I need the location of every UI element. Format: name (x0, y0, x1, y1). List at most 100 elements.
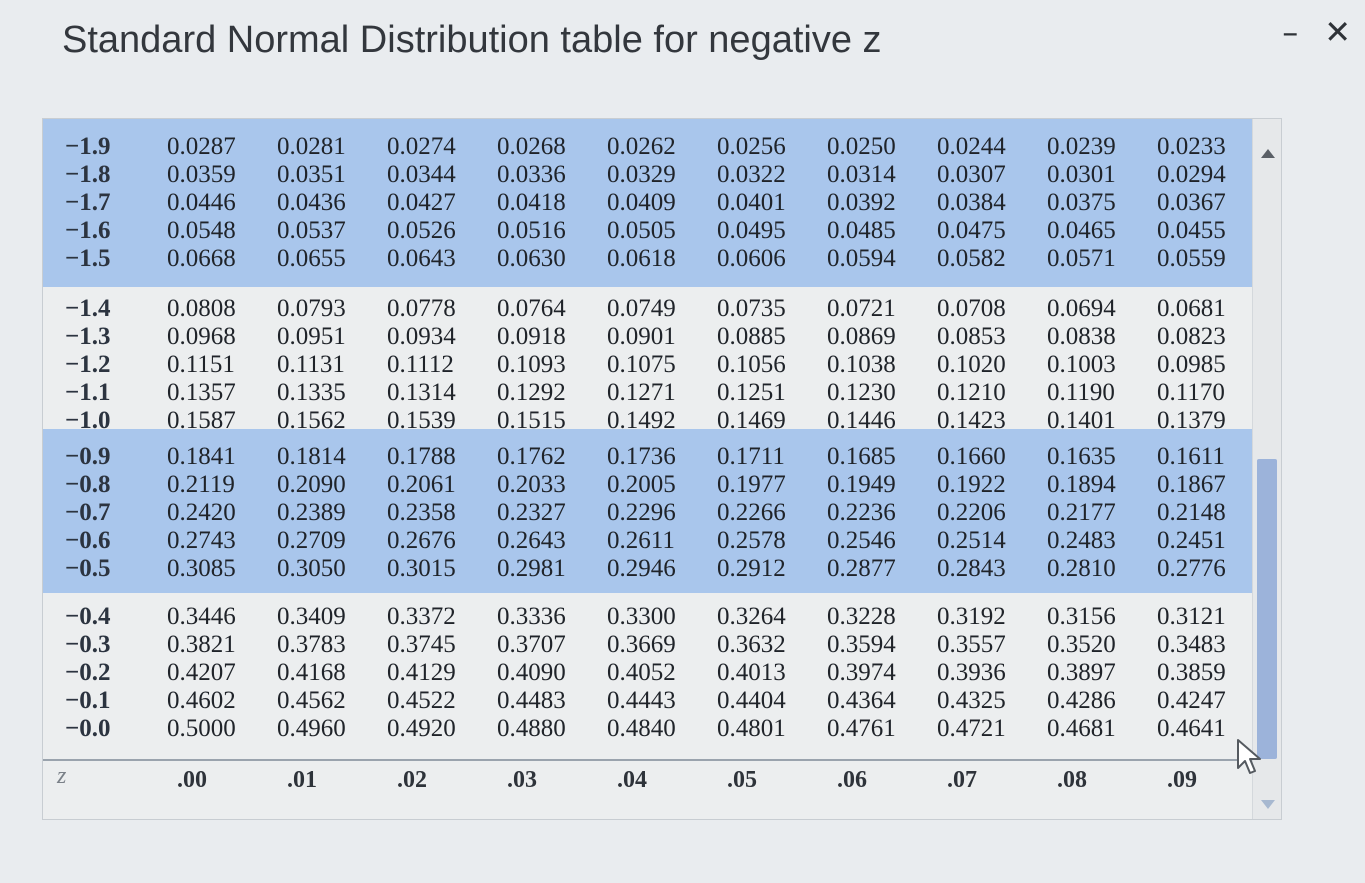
probability-cell: 0.0274 (387, 133, 456, 160)
column-header: .09 (1167, 767, 1197, 793)
z-value-cell: −0.9 (65, 443, 111, 470)
probability-cell: 0.0475 (937, 217, 1006, 244)
probability-cell: 0.1562 (277, 407, 346, 434)
probability-cell: 0.1112 (387, 351, 454, 378)
close-button[interactable]: ✕ (1324, 13, 1351, 51)
probability-cell: 0.2296 (607, 499, 676, 526)
probability-cell: 0.2389 (277, 499, 346, 526)
scroll-thumb[interactable] (1257, 459, 1277, 759)
probability-cell: 0.2266 (717, 499, 786, 526)
column-header: .06 (837, 767, 867, 793)
probability-cell: 0.0418 (497, 189, 566, 216)
table-row: −0.1 0.4602 0.4562 0.4522 0.4483 0.4443 0.4404… (43, 687, 1253, 715)
probability-cell: 0.3745 (387, 631, 456, 658)
probability-cell: 0.0465 (1047, 217, 1116, 244)
table-row: −0.7 0.2420 0.2389 0.2358 0.2327 0.2296 0.2266… (43, 499, 1253, 527)
scroll-down-arrow-icon[interactable] (1261, 800, 1275, 809)
probability-cell: 0.0287 (167, 133, 236, 160)
scroll-up-arrow-icon[interactable] (1261, 149, 1275, 158)
probability-cell: 0.4801 (717, 715, 786, 742)
probability-cell: 0.1446 (827, 407, 896, 434)
z-header: z (57, 763, 67, 789)
probability-cell: 0.0250 (827, 133, 896, 160)
probability-cell: 0.0256 (717, 133, 786, 160)
probability-cell: 0.0749 (607, 295, 676, 322)
z-value-cell: −0.5 (65, 555, 111, 582)
probability-cell: 0.4960 (277, 715, 346, 742)
probability-cell: 0.1170 (1157, 379, 1225, 406)
probability-cell: 0.4602 (167, 687, 236, 714)
probability-cell: 0.4562 (277, 687, 346, 714)
probability-cell: 0.0681 (1157, 295, 1226, 322)
probability-cell: 0.2611 (607, 527, 675, 554)
probability-cell: 0.2810 (1047, 555, 1116, 582)
probability-cell: 0.2514 (937, 527, 1006, 554)
probability-cell: 0.2358 (387, 499, 456, 526)
probability-cell: 0.4721 (937, 715, 1006, 742)
highlight-band (43, 119, 1253, 287)
probability-cell: 0.2776 (1157, 555, 1226, 582)
probability-cell: 0.1020 (937, 351, 1006, 378)
probability-cell: 0.0392 (827, 189, 896, 216)
probability-cell: 0.1056 (717, 351, 786, 378)
z-value-cell: −0.3 (65, 631, 111, 658)
z-value-cell: −1.0 (65, 407, 111, 434)
probability-cell: 0.0901 (607, 323, 676, 350)
column-header: .07 (947, 767, 977, 793)
probability-cell: 0.0764 (497, 295, 566, 322)
z-value-cell: −0.4 (65, 603, 111, 630)
z-value-cell: −1.8 (65, 161, 111, 188)
probability-cell: 0.0351 (277, 161, 346, 188)
table-row: −1.5 0.0668 0.0655 0.0643 0.0630 0.0618 0.0606… (43, 245, 1253, 273)
probability-cell: 0.0838 (1047, 323, 1116, 350)
probability-cell: 0.0359 (167, 161, 236, 188)
probability-cell: 0.4168 (277, 659, 346, 686)
probability-cell: 0.0436 (277, 189, 346, 216)
probability-cell: 0.0314 (827, 161, 896, 188)
probability-cell: 0.0694 (1047, 295, 1116, 322)
probability-cell: 0.2451 (1157, 527, 1226, 554)
probability-cell: 0.4483 (497, 687, 566, 714)
probability-cell: 0.1314 (387, 379, 456, 406)
table-row: −0.9 0.1841 0.1814 0.1788 0.1762 0.1736 0.1711… (43, 443, 1253, 471)
probability-cell: 0.0537 (277, 217, 346, 244)
probability-cell: 0.2981 (497, 555, 566, 582)
probability-cell: 0.0951 (277, 323, 346, 350)
probability-cell: 0.0244 (937, 133, 1006, 160)
probability-cell: 0.2546 (827, 527, 896, 554)
probability-cell: 0.0655 (277, 245, 346, 272)
z-table: z .00 .01 .02 .03 .04 .05 .06 .07 .08 .09 −1.9 0.0… (43, 119, 1253, 819)
probability-cell: 0.0336 (497, 161, 566, 188)
probability-cell: 0.4325 (937, 687, 1006, 714)
probability-cell: 0.3085 (167, 555, 236, 582)
probability-cell: 0.4207 (167, 659, 236, 686)
probability-cell: 0.2946 (607, 555, 676, 582)
z-value-cell: −0.1 (65, 687, 111, 714)
column-header: .03 (507, 767, 537, 793)
probability-cell: 0.2119 (167, 471, 235, 498)
vertical-scrollbar[interactable] (1252, 119, 1281, 819)
probability-cell: 0.0885 (717, 323, 786, 350)
probability-cell: 0.4641 (1157, 715, 1226, 742)
probability-cell: 0.0594 (827, 245, 896, 272)
minimize-button[interactable]: – (1282, 13, 1299, 51)
probability-cell: 0.0735 (717, 295, 786, 322)
probability-cell: 0.0505 (607, 217, 676, 244)
probability-cell: 0.1292 (497, 379, 566, 406)
table-row: −1.9 0.0287 0.0281 0.0274 0.0268 0.0262 0.0256… (43, 133, 1253, 161)
probability-cell: 0.0446 (167, 189, 236, 216)
probability-cell: 0.1335 (277, 379, 346, 406)
probability-cell: 0.0344 (387, 161, 456, 188)
z-value-cell: −0.6 (65, 527, 111, 554)
probability-cell: 0.2033 (497, 471, 566, 498)
probability-cell: 0.0548 (167, 217, 236, 244)
probability-cell: 0.3483 (1157, 631, 1226, 658)
probability-cell: 0.0233 (1157, 133, 1226, 160)
probability-cell: 0.0526 (387, 217, 456, 244)
probability-cell: 0.1423 (937, 407, 1006, 434)
probability-cell: 0.1894 (1047, 471, 1116, 498)
probability-cell: 0.1230 (827, 379, 896, 406)
column-header: .05 (727, 767, 757, 793)
probability-cell: 0.2877 (827, 555, 896, 582)
probability-cell: 0.0375 (1047, 189, 1116, 216)
